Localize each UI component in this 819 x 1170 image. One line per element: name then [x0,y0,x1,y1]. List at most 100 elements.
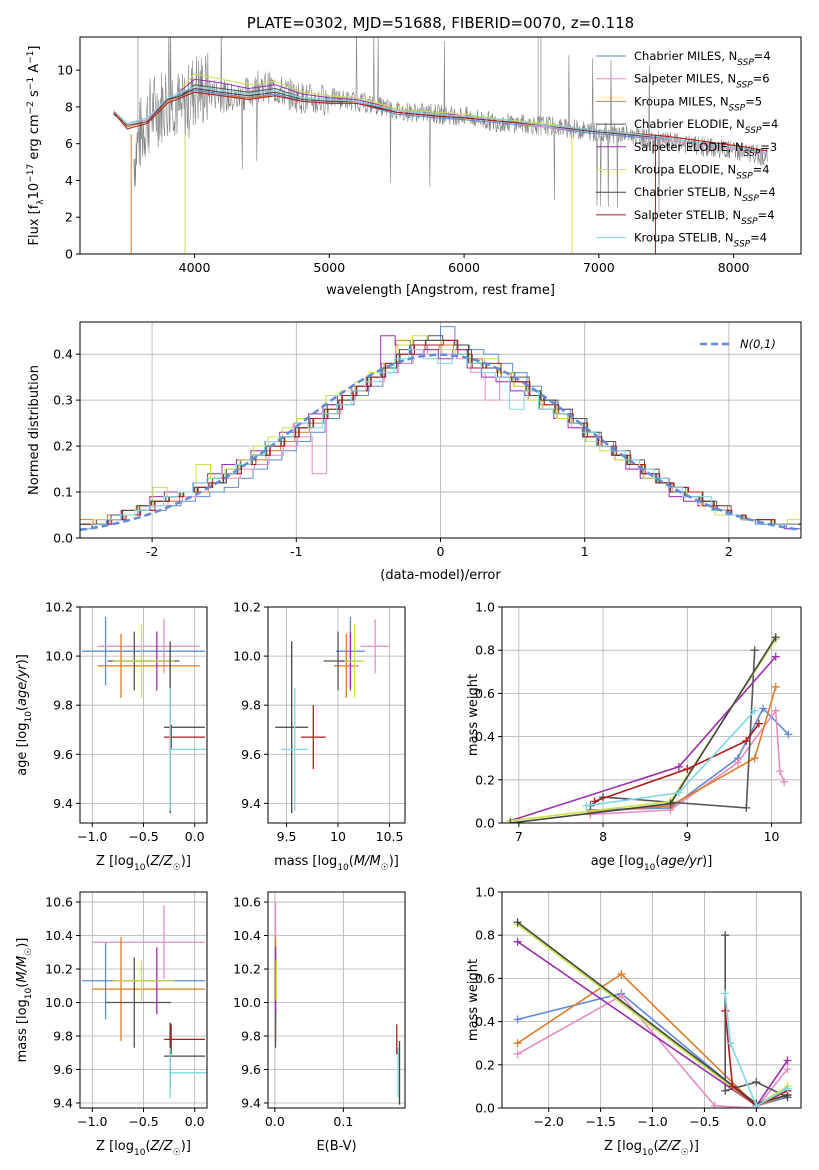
label-part: =4 [753,163,770,177]
weight-marker [674,788,683,797]
y-tick-label: 0.2 [475,1057,495,1072]
legend-label: Chabrier ELODIE, NSSP=4 [634,117,778,136]
label-part: −17 [26,164,36,183]
weight-marker [513,1050,522,1058]
y-tick-label: 10.6 [233,895,261,910]
histogram-step-6 [80,335,801,530]
y-tick-label: 9.6 [53,747,73,762]
label-part: Kroupa STELIB, N [634,231,734,245]
legend-label: Salpeter ELODIE, NSSP=3 [634,140,777,159]
label-part: age [log [15,723,30,776]
legend-label: Kroupa MILES, NSSP=5 [634,94,762,113]
axes-3: −1.0 −0.5 0.0 9.4 9.6 9.8 10.0 10.2 [45,600,207,844]
axes-5: 7 8 9 10 0.0 0.2 0.4 0.6 0.8 1.0 [475,600,801,844]
y-tick-label: 10.2 [233,962,261,977]
label-part: ( [145,854,150,869]
weight-line-1 [517,992,788,1107]
weight-line-9 [586,710,756,807]
x-tick-label: 4000 [179,260,211,275]
weight-marker [780,777,789,786]
weight-marker [742,803,751,812]
x-tick-label: −0.5 [128,1114,158,1129]
label-part: ☉ [381,863,389,873]
weight-marker [721,1086,730,1095]
label-part: SSP [737,58,754,68]
y-tick-label: 0.1 [53,485,73,500]
y-tick-label: 10.2 [45,600,73,615]
y-tick-label: 9.6 [241,1062,261,1077]
weight-marker [617,991,626,1000]
label-part: =4 [758,208,775,222]
y-tick-label: 9.6 [241,747,261,762]
weight-marker [750,646,759,655]
label-part: Z [log [96,854,134,869]
label-part: )] [15,938,30,948]
x-tick-label: 5000 [313,260,345,275]
label-part: A [27,64,42,77]
weight-line-8 [594,723,760,803]
x-tick-label: −0.5 [689,1114,719,1129]
label-part: −1 [26,51,36,64]
x-axis-label: mass [log10(M/M☉)] [274,854,399,873]
y-tick-label: 9.8 [53,1029,73,1044]
axes-frame [267,606,406,824]
x-tick-label: −1.0 [77,829,107,844]
weight-marker [759,704,768,713]
label-part: −1 [26,77,36,90]
weight-marker [721,989,730,998]
label-part: )] [181,854,191,869]
weight-marker [506,819,515,823]
label-part: 10 [644,863,656,873]
chart-title: PLATE=0302, MJD=51688, FIBERID=0070, z=0… [247,14,634,32]
x-tick-label: 8 [599,829,607,844]
axes-6: −1.0 −0.5 0.0 9.4 9.6 9.8 10.0 10.2 10.4 10.6 [45,892,207,1129]
label-part: ( [15,983,30,988]
legend-label: Salpeter MILES, NSSP=6 [634,72,770,91]
weight-line-4 [589,650,756,809]
weight-marker [742,736,751,745]
label-part: M/M [354,854,381,869]
weight-marker [726,1039,735,1048]
y-tick-label: 0.4 [475,1014,495,1029]
y-tick-label: 10.4 [45,928,73,943]
label-part: ☉ [24,948,34,956]
label-part: SSP [741,217,758,227]
weight-marker [582,801,591,810]
x-tick-label: 9.5 [277,829,297,844]
weight-marker [683,765,692,773]
x-tick-label: 0.0 [265,1114,285,1129]
x-tick-label: 7 [515,829,523,844]
x-tick-label: 0.0 [746,1114,766,1129]
x-tick-label: 2 [725,544,733,559]
x-axis-label: age [log10(age/yr)] [591,854,713,873]
label-part: SSP [736,172,753,182]
weight-marker [721,1006,730,1015]
y-tick-label: 10.2 [45,962,73,977]
weight-marker [513,937,522,946]
weight-line-2 [590,708,785,816]
label-part: λ [36,199,46,205]
label-part: SSP [729,103,746,113]
legend-label: N(0,1) [740,337,776,351]
x-tick-label: 8000 [718,260,750,275]
y-axis-label: Normed distribution [27,365,42,495]
legend-label: Kroupa ELODIE, NSSP=4 [634,163,770,182]
label-part: ☉ [681,1148,689,1158]
label-part: E(B-V) [316,1139,356,1154]
axes-4: 9.5 10 10.5 9.4 9.6 9.8 10.0 10.2 [233,600,405,844]
x-tick-label: 10 [764,829,780,844]
x-tick-label: −1.0 [637,1114,667,1129]
x-tick-label: −0.5 [128,829,158,844]
histogram-step-9 [80,349,799,530]
label-part: Salpeter STELIB, N [634,208,741,222]
weight-marker [784,730,793,739]
weight-marker [752,1101,761,1108]
label-part: )] [689,1139,699,1154]
axes-frame [79,36,802,255]
y-tick-label: 9.6 [53,1062,73,1077]
weight-line-9 [724,993,788,1107]
y-tick-label: 9.8 [241,1029,261,1044]
label-part: Chabrier MILES, N [634,49,737,63]
y-axis-label: mass [log10(M/M☉)] [15,938,34,1063]
